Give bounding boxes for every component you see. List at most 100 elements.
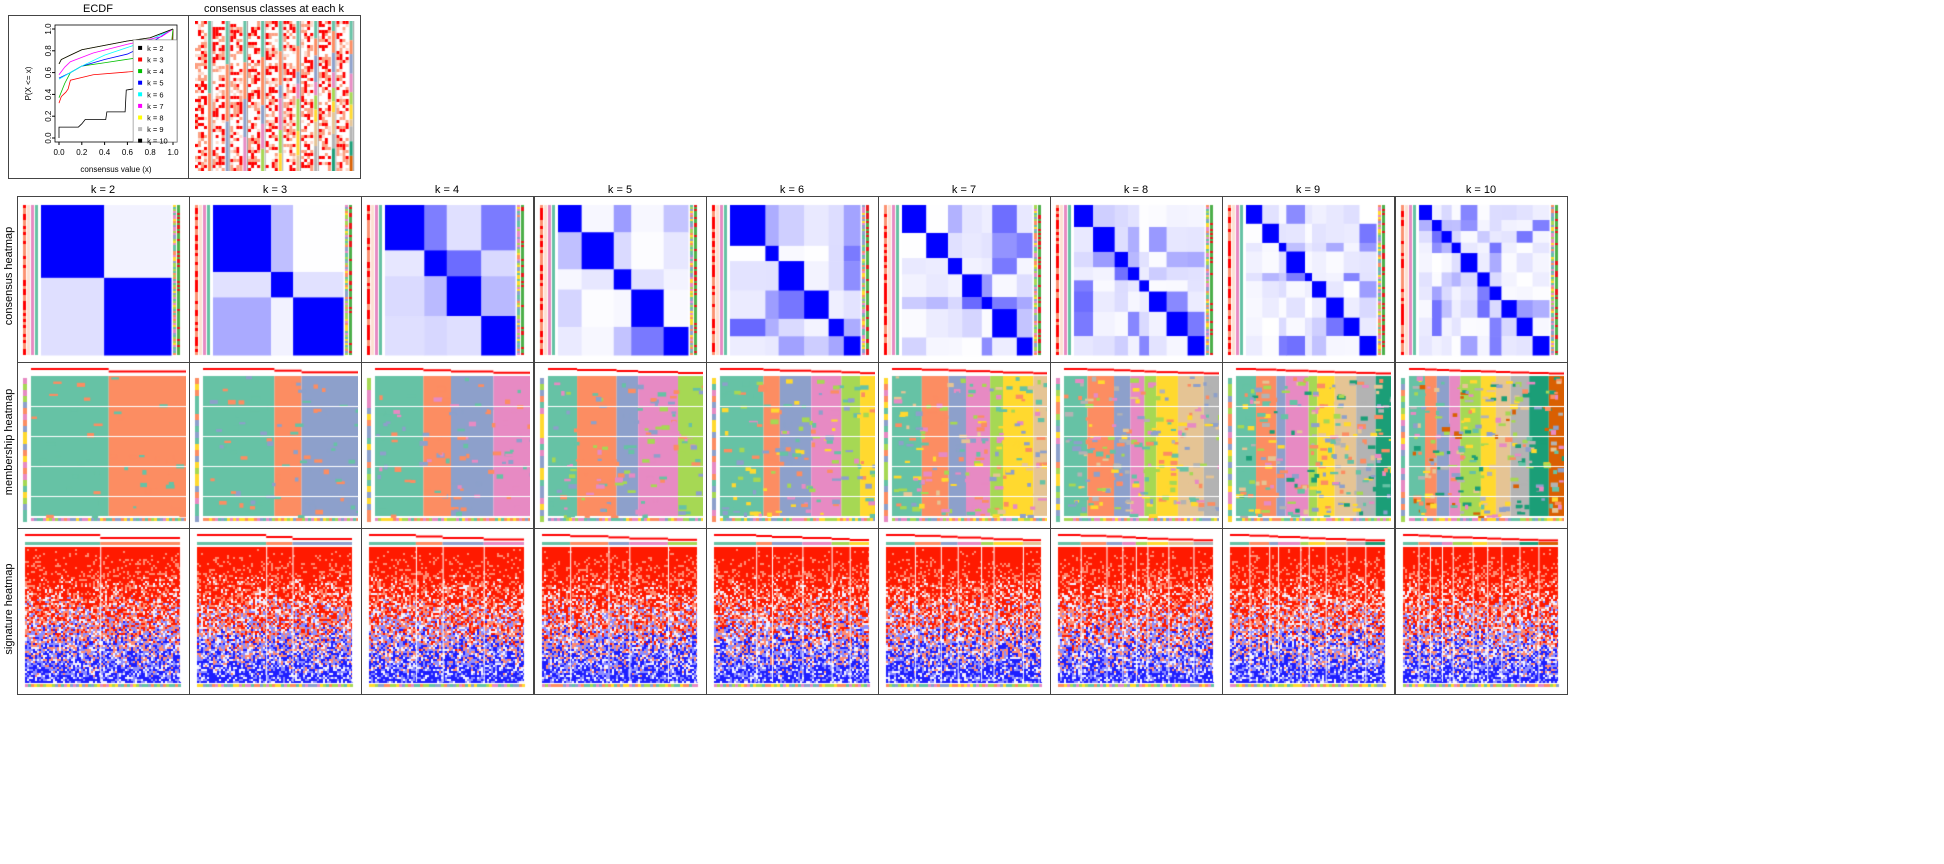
column-title-k7: k = 7 <box>951 184 977 196</box>
legend-swatch <box>138 103 143 108</box>
legend-swatch <box>138 115 143 120</box>
signature-heatmap-panel <box>1395 528 1568 695</box>
column-title-k3: k = 3 <box>262 184 288 196</box>
x-tick-label: 0.0 <box>53 148 65 157</box>
legend-label: k = 5 <box>147 79 163 88</box>
column-title-k4: k = 4 <box>434 184 460 196</box>
y-tick-label: 0.4 <box>44 88 53 100</box>
consensus-heatmap-panel <box>1222 196 1395 363</box>
legend-label: k = 9 <box>147 125 163 134</box>
legend-swatch <box>138 45 143 50</box>
legend-swatch <box>138 69 143 74</box>
x-tick-label: 0.8 <box>145 148 157 157</box>
signature-heatmap-panel <box>706 528 879 695</box>
legend-label: k = 7 <box>147 102 163 111</box>
consensus-heatmap-k5 <box>538 200 703 360</box>
membership-heatmap-k9 <box>1226 366 1391 526</box>
signature-heatmap-k9 <box>1226 532 1391 692</box>
x-tick-label: 0.6 <box>122 148 134 157</box>
legend-swatch <box>138 138 143 143</box>
column-title-k2: k = 2 <box>90 184 116 196</box>
column-title-k8: k = 8 <box>1123 184 1149 196</box>
legend <box>132 39 178 143</box>
signature-heatmap-k7 <box>882 532 1047 692</box>
column-title-k9: k = 9 <box>1295 184 1321 196</box>
consensus-heatmap-panel <box>534 196 707 363</box>
consensus-heatmap-k9 <box>1226 200 1391 360</box>
membership-heatmap-panel <box>189 362 362 529</box>
signature-heatmap-panel <box>534 528 707 695</box>
ecdf-panel: 0.0 0.2 0.4 0.6 0.8 1.0 0.0 0.2 0.4 0.6 0.8 1.0 cons… <box>8 15 189 179</box>
classes-panel-title: consensus classes at each k <box>203 3 345 15</box>
ecdf-line-k7 <box>58 28 174 76</box>
signature-heatmap-panel <box>361 528 534 695</box>
y-axis-label: P(X <= x) <box>24 66 33 100</box>
x-tick-label: 1.0 <box>167 148 179 157</box>
signature-heatmap-panel <box>1222 528 1395 695</box>
row-label-signature: signature heatmap <box>3 563 15 655</box>
y-tick-label: 0.0 <box>44 132 53 144</box>
column-title-k6: k = 6 <box>779 184 805 196</box>
membership-heatmap-panel <box>17 362 190 529</box>
membership-heatmap-panel <box>1395 362 1568 529</box>
signature-heatmap-panel <box>17 528 190 695</box>
membership-heatmap-k6 <box>710 366 875 526</box>
consensus-heatmap-k7 <box>882 200 1047 360</box>
membership-heatmap-panel <box>1050 362 1223 529</box>
consensus-classes-heatmap <box>195 21 355 171</box>
membership-heatmap-k10 <box>1399 366 1564 526</box>
signature-heatmap-k6 <box>710 532 875 692</box>
ecdf-line-k10 <box>58 28 174 65</box>
legend-swatch <box>138 92 143 97</box>
column-title-k5: k = 5 <box>607 184 633 196</box>
legend-label: k = 8 <box>147 114 163 123</box>
legend-swatch <box>138 80 143 85</box>
membership-heatmap-panel <box>1222 362 1395 529</box>
membership-heatmap-k4 <box>365 366 530 526</box>
membership-heatmap-k5 <box>538 366 703 526</box>
membership-heatmap-k7 <box>882 366 1047 526</box>
ecdf-chart: 0.0 0.2 0.4 0.6 0.8 1.0 0.0 0.2 0.4 0.6 0.8 1.0 cons… <box>24 23 179 174</box>
signature-heatmap-k5 <box>538 532 703 692</box>
membership-heatmap-panel <box>534 362 707 529</box>
signature-heatmap-k3 <box>193 532 358 692</box>
consensus-heatmap-k6 <box>710 200 875 360</box>
x-tick-label: 0.4 <box>99 148 111 157</box>
signature-heatmap-k10 <box>1399 532 1564 692</box>
legend-swatch <box>138 57 143 62</box>
y-tick-label: 1.0 <box>44 23 53 35</box>
signature-heatmap-k2 <box>21 532 186 692</box>
legend-label: k = 10 <box>147 137 168 146</box>
signature-heatmap-panel <box>878 528 1051 695</box>
legend-swatch <box>138 127 143 132</box>
column-title-k10: k = 10 <box>1465 184 1497 196</box>
consensus-heatmap-panel <box>1050 196 1223 363</box>
signature-heatmap-k8 <box>1054 532 1219 692</box>
row-label-membership: membership heatmap <box>3 388 15 496</box>
legend-label: k = 2 <box>147 44 163 53</box>
y-tick-label: 0.6 <box>44 66 53 78</box>
consensus-heatmap-panel <box>189 196 362 363</box>
consensus-heatmap-k3 <box>193 200 358 360</box>
consensus-heatmap-k8 <box>1054 200 1219 360</box>
membership-heatmap-k8 <box>1054 366 1219 526</box>
y-tick-label: 0.8 <box>44 45 53 57</box>
row-label-consensus: consensus heatmap <box>3 226 15 326</box>
ecdf-title: ECDF <box>83 3 113 15</box>
signature-heatmap-panel <box>189 528 362 695</box>
consensus-heatmap-k2 <box>21 200 186 360</box>
consensus-heatmap-panel <box>361 196 534 363</box>
membership-heatmap-panel <box>706 362 879 529</box>
signature-heatmap-k4 <box>365 532 530 692</box>
consensus-heatmap-panel <box>706 196 879 363</box>
membership-heatmap-k3 <box>193 366 358 526</box>
consensus-heatmap-panel <box>17 196 190 363</box>
x-tick-label: 0.2 <box>76 148 88 157</box>
y-tick-label: 0.2 <box>44 110 53 122</box>
consensus-classes-panel <box>188 15 361 179</box>
consensus-heatmap-panel <box>1395 196 1568 363</box>
legend-label: k = 6 <box>147 90 163 99</box>
membership-heatmap-panel <box>361 362 534 529</box>
signature-heatmap-panel <box>1050 528 1223 695</box>
legend-label: k = 4 <box>147 67 163 76</box>
